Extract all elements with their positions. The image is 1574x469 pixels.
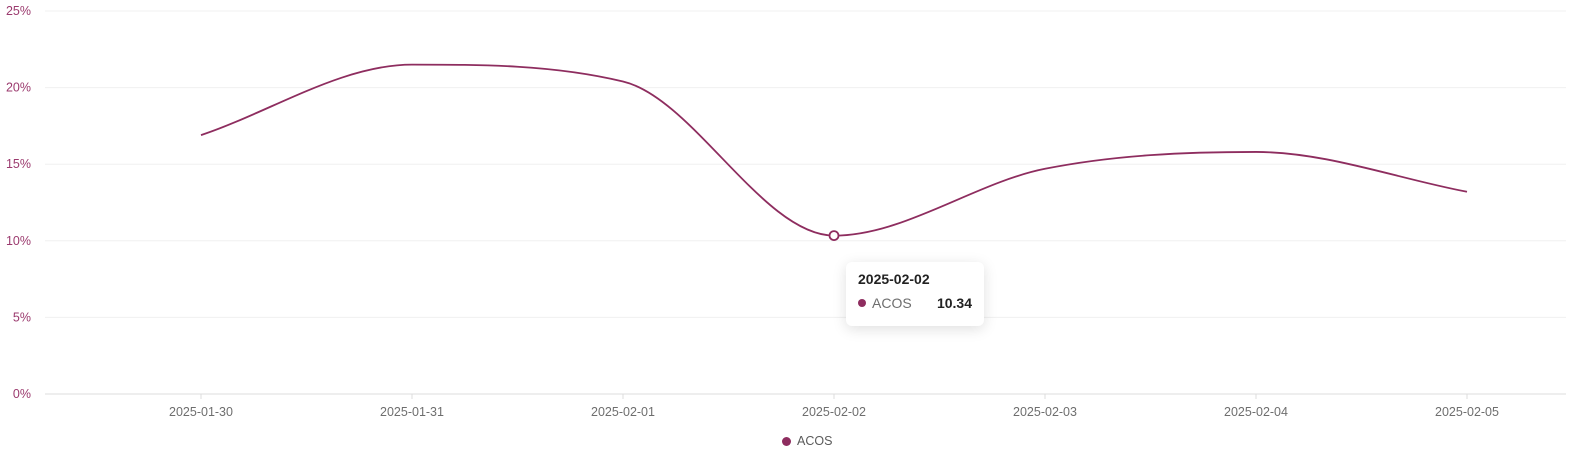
legend-label: ACOS bbox=[797, 434, 833, 448]
tooltip-series-name: ACOS bbox=[872, 295, 912, 311]
x-tick-label: 2025-02-03 bbox=[1013, 405, 1077, 419]
legend-marker-icon bbox=[782, 436, 791, 446]
x-tick-label: 2025-01-30 bbox=[169, 405, 233, 419]
y-tick-label: 15% bbox=[6, 157, 31, 171]
y-tick-label: 25% bbox=[6, 4, 31, 18]
tooltip-series-value: 10.34 bbox=[936, 295, 972, 311]
series-line-acos[interactable] bbox=[200, 63, 1468, 237]
y-tick-label: 0% bbox=[13, 387, 31, 401]
tooltip: 2025-02-02 ACOS 10.34 bbox=[846, 262, 984, 326]
x-tick-label: 2025-02-02 bbox=[802, 405, 866, 419]
x-tick-label: 2025-02-05 bbox=[1435, 405, 1499, 419]
y-tick-label: 20% bbox=[6, 81, 31, 95]
y-axis: 0% 5% 10% 15% 20% 25% bbox=[6, 4, 31, 401]
data-point-highlighted[interactable] bbox=[828, 230, 840, 241]
legend[interactable]: ACOS bbox=[782, 434, 832, 448]
tooltip-row: ACOS 10.34 bbox=[858, 295, 972, 311]
series-layer bbox=[200, 63, 1468, 241]
x-tick-label: 2025-01-31 bbox=[380, 405, 444, 419]
x-tick-label: 2025-02-01 bbox=[591, 405, 655, 419]
grid-layer bbox=[45, 10, 1566, 395]
tooltip-title: 2025-02-02 bbox=[858, 271, 930, 287]
y-tick-label: 5% bbox=[13, 310, 31, 324]
tooltip-series-dot bbox=[858, 299, 866, 307]
x-tick-label: 2025-02-04 bbox=[1224, 405, 1288, 419]
x-axis: 2025-01-30 2025-01-31 2025-02-01 2025-02-02… bbox=[169, 394, 1499, 419]
y-tick-label: 10% bbox=[6, 234, 31, 248]
